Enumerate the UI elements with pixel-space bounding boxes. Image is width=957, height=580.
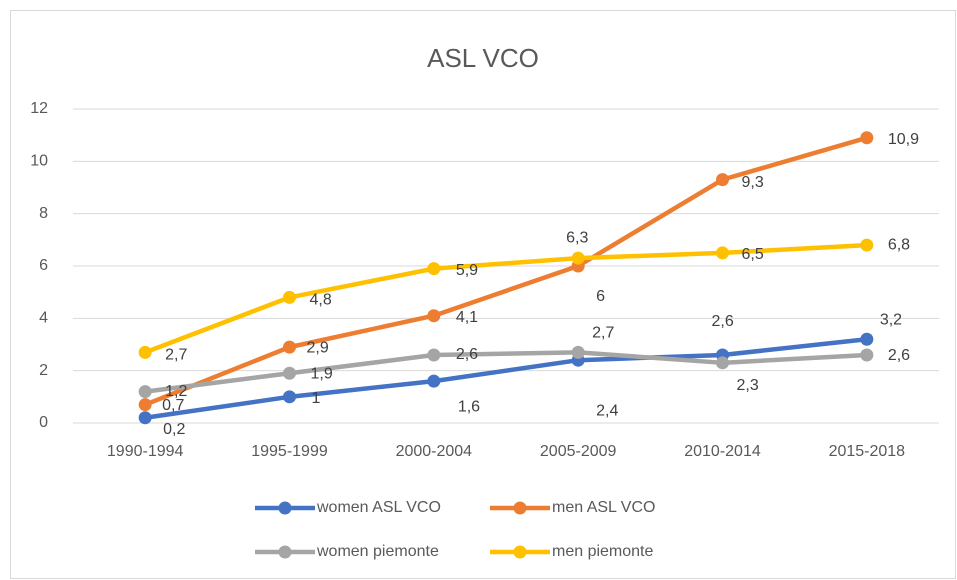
point-marker	[427, 309, 441, 323]
point-marker	[571, 251, 585, 265]
series-line	[142, 135, 870, 407]
x-tick-label: 2005-2009	[540, 443, 617, 460]
legend-marker	[513, 545, 527, 559]
point-marker	[283, 390, 296, 404]
chart-title: ASL VCO	[427, 43, 539, 73]
data-label: 1,2	[165, 383, 187, 400]
point-marker	[427, 348, 441, 362]
data-label: 2,4	[596, 402, 618, 419]
data-label: 6,8	[888, 236, 910, 253]
data-label: 6,3	[566, 229, 588, 246]
point-marker	[716, 246, 729, 260]
point-marker	[283, 290, 296, 304]
data-label: 2,9	[307, 339, 329, 356]
data-label: 1,6	[458, 398, 480, 415]
point-marker	[571, 345, 585, 359]
data-label: 4,1	[456, 309, 478, 326]
y-tick-label: 12	[30, 100, 48, 117]
series-line	[142, 337, 870, 421]
data-label: 0,2	[163, 421, 185, 438]
point-marker	[283, 366, 296, 380]
point-marker	[283, 340, 296, 354]
point-marker	[716, 356, 729, 370]
data-label: 2,6	[712, 313, 734, 330]
data-label: 2,7	[165, 347, 187, 364]
data-label: 4,8	[310, 292, 332, 309]
legend-marker	[278, 501, 292, 515]
data-label: 10,9	[888, 131, 919, 148]
legend-label: men piemonte	[552, 543, 653, 560]
x-tick-label: 2010-2014	[684, 443, 761, 460]
point-marker	[138, 385, 152, 399]
y-tick-label: 6	[39, 257, 48, 274]
point-marker	[860, 131, 874, 145]
data-label: 2,6	[888, 347, 910, 364]
point-marker	[716, 173, 729, 187]
data-label: 1,9	[311, 366, 333, 383]
point-marker	[427, 262, 441, 276]
data-label: 0,7	[162, 397, 184, 414]
x-tick-label: 1995-1999	[251, 443, 328, 460]
data-label: 6	[596, 288, 605, 305]
series-line	[142, 350, 870, 394]
data-label: 3,2	[880, 311, 902, 328]
x-tick-label: 2015-2018	[829, 443, 906, 460]
series-line	[142, 242, 870, 355]
data-label: 2,7	[592, 325, 614, 342]
data-label: 6,5	[742, 246, 764, 263]
legend-label: women ASL VCO	[316, 499, 441, 516]
data-label: 2,6	[456, 346, 478, 363]
legend-marker	[278, 545, 292, 559]
x-tick-label: 1990-1994	[107, 443, 184, 460]
data-label: 1	[312, 390, 321, 407]
y-tick-label: 2	[39, 362, 48, 379]
point-marker	[138, 345, 152, 359]
chart-frame	[10, 10, 956, 579]
data-label: 5,9	[456, 262, 478, 279]
legend-label: women piemonte	[316, 543, 439, 560]
legend-label: men ASL VCO	[552, 499, 655, 516]
y-tick-label: 0	[39, 414, 48, 431]
point-marker	[138, 398, 152, 412]
y-tick-label: 10	[30, 153, 48, 170]
y-tick-label: 4	[39, 310, 48, 327]
point-marker	[860, 348, 874, 362]
data-label: 9,3	[742, 174, 764, 191]
legend-marker	[513, 501, 527, 515]
y-tick-label: 8	[39, 205, 48, 222]
data-label: 2,3	[737, 377, 759, 394]
point-marker	[138, 411, 152, 425]
point-marker	[860, 332, 874, 346]
x-tick-label: 2000-2004	[396, 443, 473, 460]
point-marker	[427, 374, 441, 388]
point-marker	[860, 238, 874, 252]
